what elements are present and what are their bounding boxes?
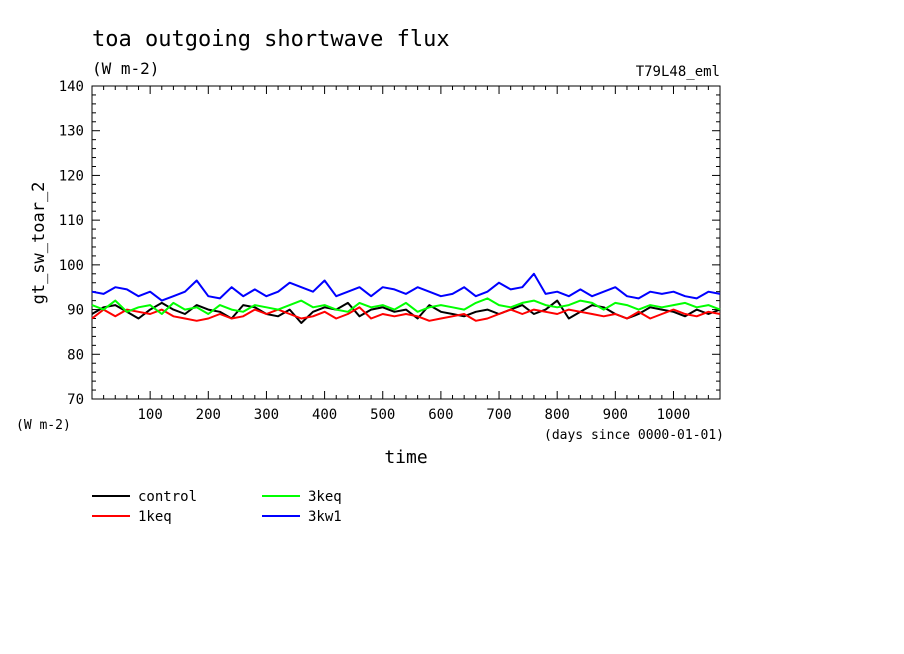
chart-title: toa outgoing shortwave flux [92, 27, 450, 52]
y-tick-label: 100 [59, 258, 84, 274]
plot-area: 70 80 90 100 110 120 130 140 100 200 300 400 500 600 7… [59, 79, 721, 423]
y-axis-title: gt_sw_toar_2 [29, 182, 49, 305]
legend-label-3kw1: 3kw1 [308, 509, 342, 525]
run-label: T79L48_eml [636, 64, 720, 80]
x-axis-unit: (days since 0000-01-01) [544, 428, 724, 443]
x-tick-label: 500 [370, 407, 395, 423]
legend: control 1keq 3keq 3kw1 [92, 489, 342, 525]
y-tick-label: 140 [59, 79, 84, 95]
tick-labels: 70 80 90 100 110 120 130 140 100 200 300 400 500 600 7… [59, 79, 691, 423]
x-tick-label: 1000 [657, 407, 691, 423]
y-tick-label: 70 [67, 392, 84, 408]
series-group [91, 272, 721, 324]
series-line-3kw1 [91, 272, 721, 302]
chart-units: (W m-2) [92, 59, 159, 78]
y-tick-label: 120 [59, 168, 84, 184]
x-tick-label: 700 [486, 407, 511, 423]
legend-label-1keq: 1keq [138, 509, 172, 525]
plot-frame [91, 85, 721, 400]
y-tick-label: 80 [67, 347, 84, 363]
y-tick-label: 110 [59, 213, 84, 229]
x-tick-label: 100 [137, 407, 162, 423]
x-tick-label: 600 [428, 407, 453, 423]
series-line-3keq [91, 297, 721, 315]
legend-label-3keq: 3keq [308, 489, 342, 505]
x-tick-label: 300 [254, 407, 279, 423]
x-tick-label: 800 [545, 407, 570, 423]
x-axis-title: time [384, 447, 427, 468]
legend-label-control: control [138, 489, 197, 505]
y-tick-label: 130 [59, 124, 84, 140]
series-line-1keq [91, 306, 721, 322]
x-tick-label: 200 [196, 407, 221, 423]
y-tick-label: 90 [67, 303, 84, 319]
y-axis-unit: (W m-2) [16, 418, 71, 433]
x-tick-label: 900 [603, 407, 628, 423]
x-tick-label: 400 [312, 407, 337, 423]
axis-ticks [92, 85, 720, 400]
